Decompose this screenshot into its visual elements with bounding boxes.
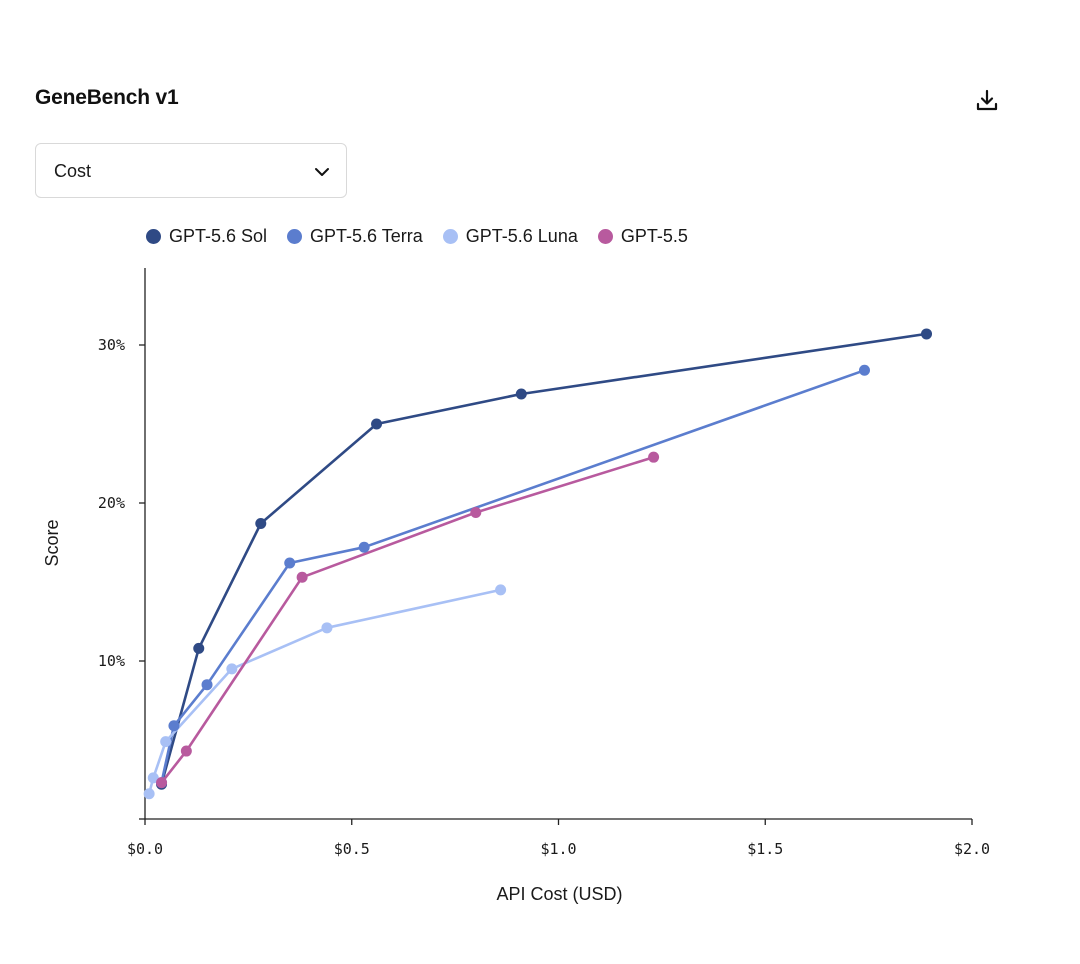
legend-marker: [287, 229, 303, 244]
data-point: [193, 642, 205, 654]
data-point: [143, 788, 155, 800]
data-point: [168, 720, 180, 732]
data-point: [495, 584, 507, 596]
y-tick-label: 30%: [98, 336, 125, 354]
metric-select-value: Cost: [54, 161, 92, 181]
data-point: [156, 777, 168, 789]
y-tick-label: 10%: [98, 652, 125, 670]
series-line-0: [160, 332, 928, 786]
data-point: [858, 364, 870, 376]
legend-item[interactable]: GPT-5.5: [597, 226, 688, 247]
data-point: [296, 571, 308, 583]
chart-title: GeneBench v1: [35, 86, 179, 109]
legend-item[interactable]: GPT-5.6 Luna: [442, 226, 578, 247]
data-point: [470, 506, 482, 518]
data-point: [515, 388, 527, 400]
legend-item[interactable]: GPT-5.6 Terra: [287, 226, 423, 247]
legend-label: GPT-5.5: [620, 226, 688, 246]
legend-marker: [597, 229, 613, 244]
metric-select[interactable]: Cost: [35, 143, 347, 198]
data-point: [255, 518, 267, 530]
chart-legend: GPT-5.6 Sol GPT-5.6 Terra GPT-5.6 Luna GPT-…: [146, 226, 708, 247]
series-line-1: [160, 369, 866, 784]
legend-label: GPT-5.6 Terra: [310, 226, 423, 246]
legend-item[interactable]: GPT-5.6 Sol: [146, 226, 267, 247]
data-point: [321, 622, 333, 634]
data-point: [226, 663, 238, 675]
x-axis-title: API Cost (USD): [496, 884, 622, 904]
data-point: [921, 328, 933, 340]
download-button[interactable]: [972, 86, 1002, 116]
data-point: [284, 557, 296, 569]
y-axis-title: Score: [42, 519, 62, 566]
legend-label: GPT-5.6 Luna: [465, 226, 578, 246]
download-icon: [976, 89, 998, 111]
x-tick-label: $2.0: [954, 840, 990, 858]
x-tick-label: $1.5: [747, 840, 783, 858]
data-point: [160, 736, 172, 748]
series-line-3: [160, 455, 655, 784]
data-point: [180, 745, 192, 757]
data-point: [358, 541, 370, 553]
chevron-down-icon: [315, 168, 329, 176]
x-tick-label: $1.0: [540, 840, 576, 858]
x-tick-label: $0.0: [127, 840, 163, 858]
legend-marker: [146, 229, 161, 244]
legend-label: GPT-5.6 Sol: [169, 226, 268, 246]
legend-marker: [442, 229, 458, 244]
data-point: [371, 418, 383, 430]
x-tick-label: $0.5: [334, 840, 370, 858]
data-point: [201, 679, 213, 691]
y-tick-label: 20%: [98, 494, 125, 512]
data-point: [147, 772, 159, 784]
data-point: [648, 451, 660, 463]
